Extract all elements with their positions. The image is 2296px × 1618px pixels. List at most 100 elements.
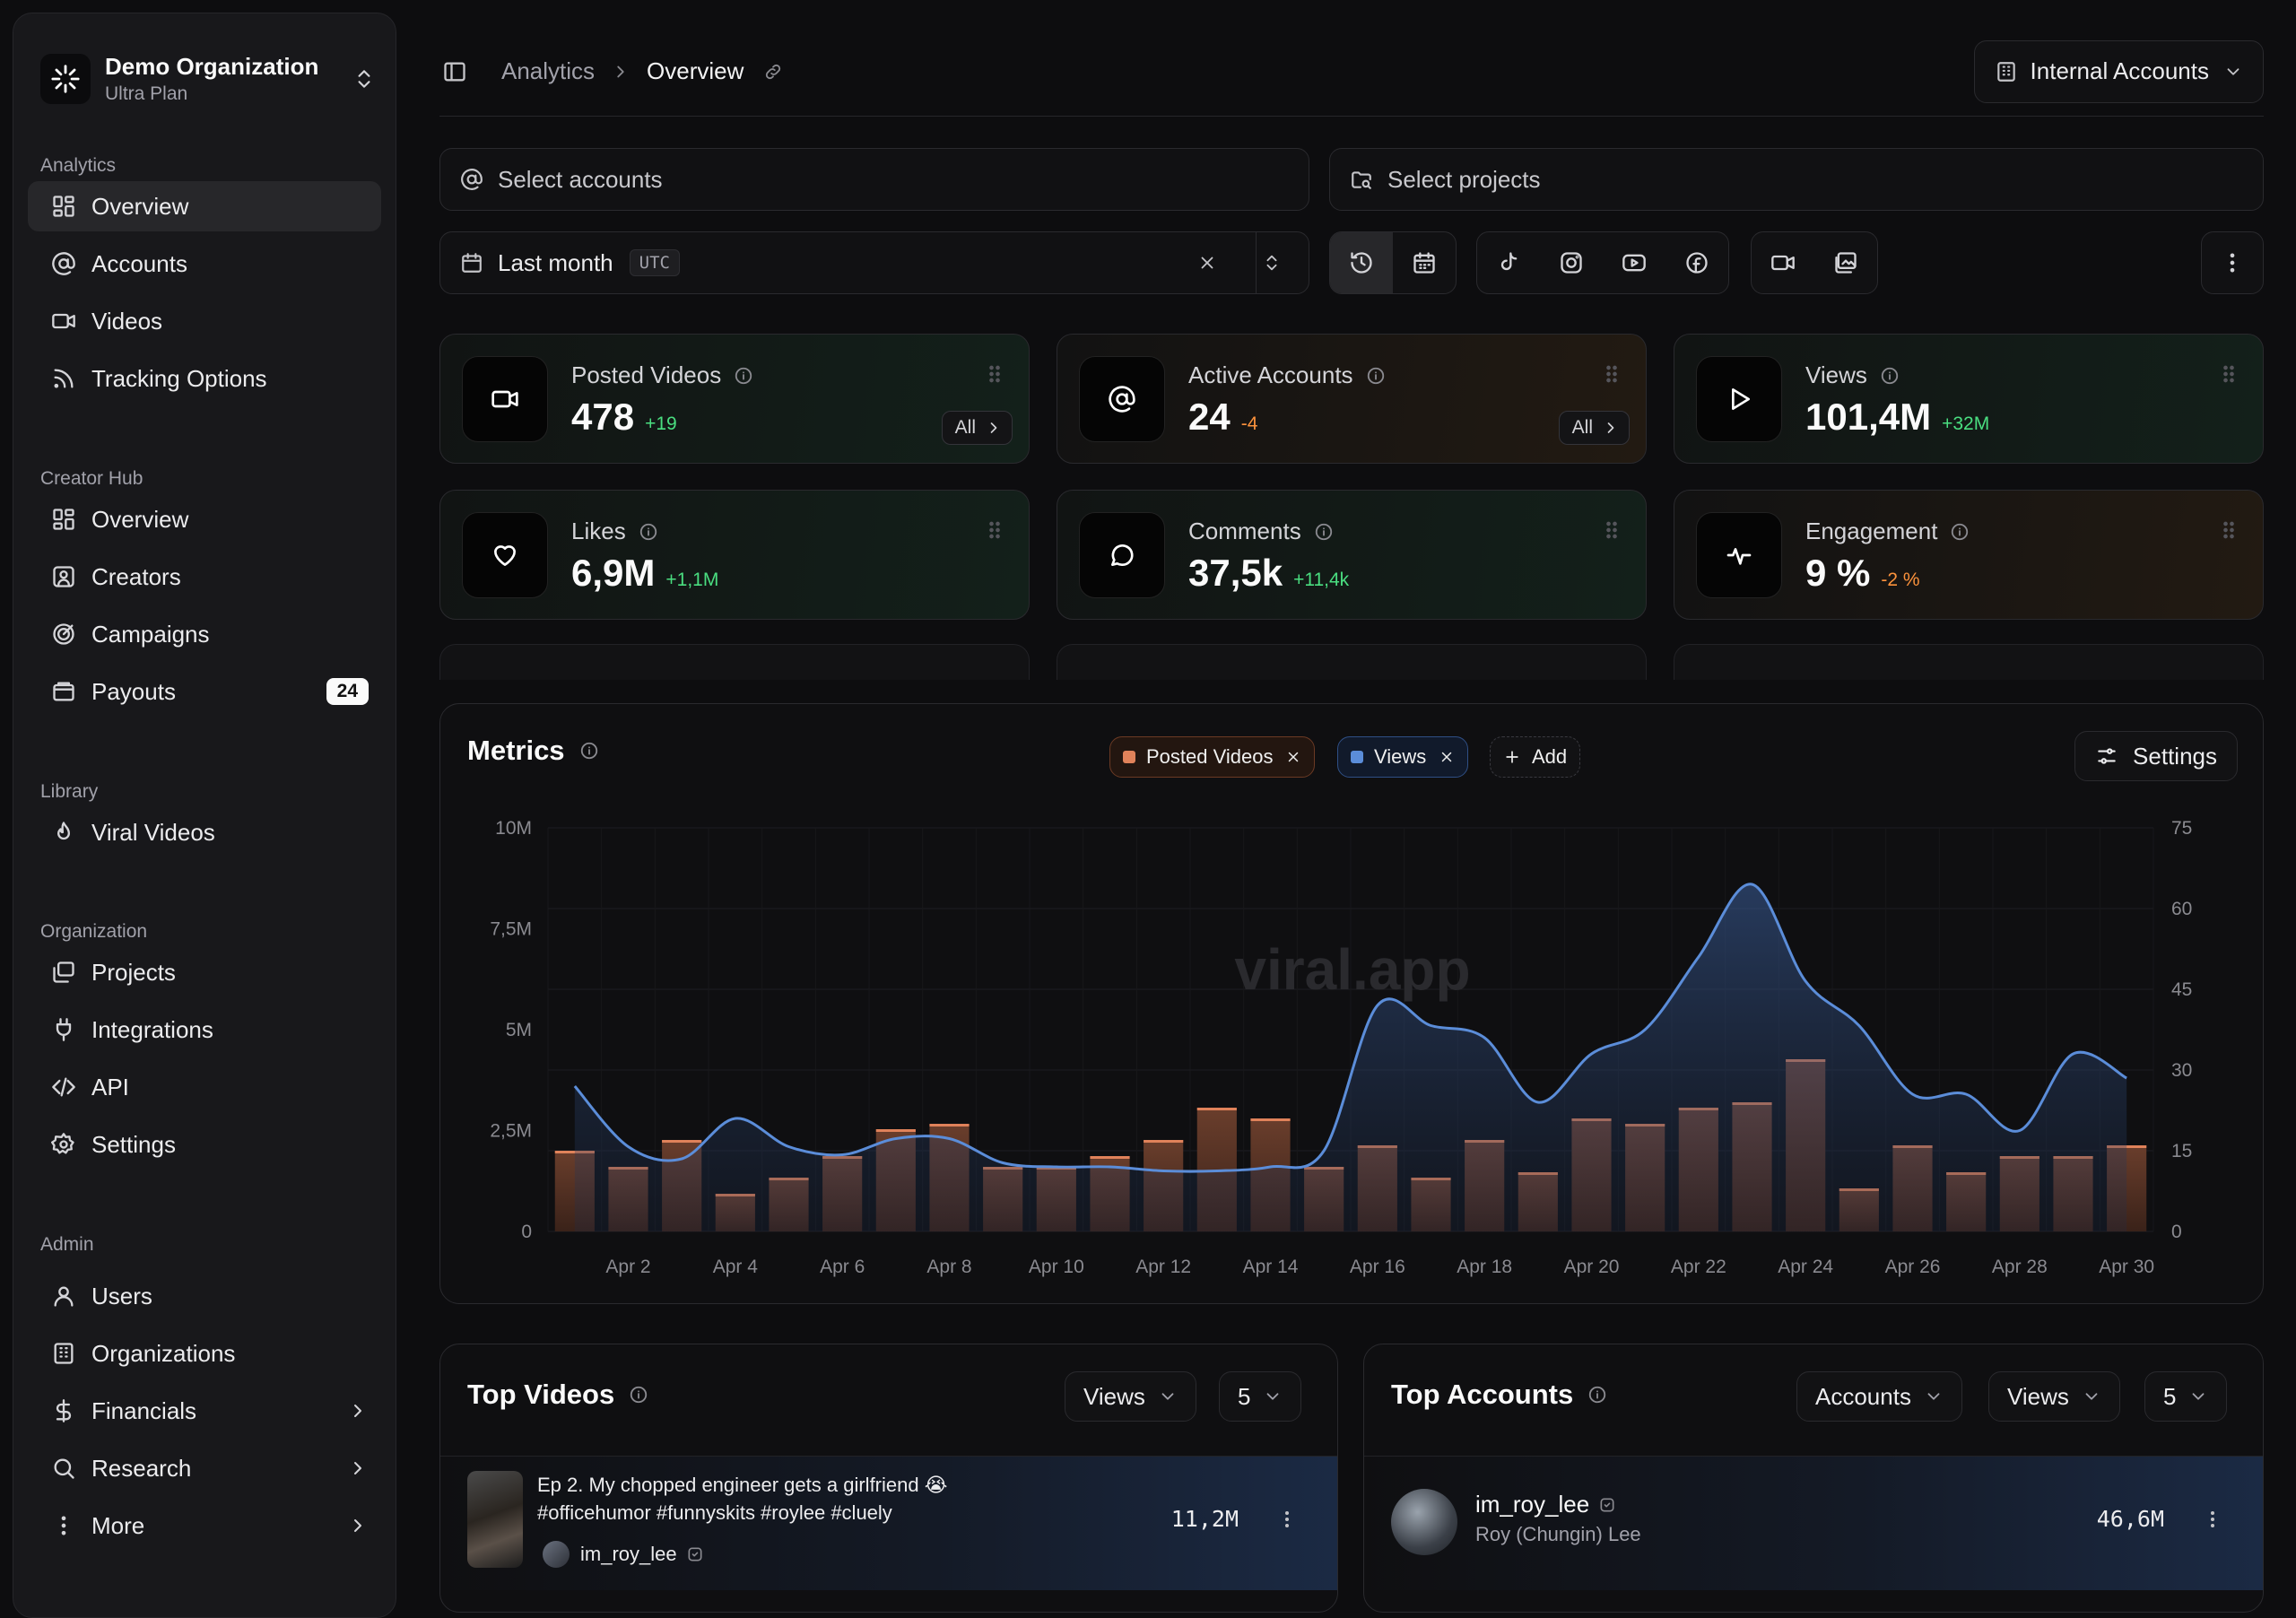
- account-views-value: 46,6M: [2096, 1506, 2164, 1532]
- nav-financials[interactable]: Financials: [28, 1386, 381, 1436]
- chevrons-up-down-icon[interactable]: [1262, 253, 1282, 273]
- nav-research[interactable]: Research: [28, 1443, 381, 1493]
- info-icon[interactable]: [1587, 1385, 1607, 1405]
- top-accounts-count-select[interactable]: 5: [2144, 1371, 2228, 1422]
- info-icon[interactable]: [629, 1385, 648, 1405]
- watermark-text: viral.app: [1234, 937, 1470, 1002]
- facebook-button[interactable]: [1665, 232, 1728, 293]
- section-label-analytics: Analytics: [40, 155, 117, 176]
- nav-projects[interactable]: Projects: [28, 947, 381, 997]
- video-icon: [462, 356, 548, 442]
- info-icon[interactable]: [579, 741, 599, 761]
- table-row[interactable]: Ep 2. My chopped engineer gets a girlfri…: [440, 1456, 1337, 1590]
- view-all-button[interactable]: All: [941, 411, 1013, 445]
- nav-tracking-options[interactable]: Tracking Options: [28, 353, 381, 404]
- more-options-button[interactable]: [2202, 232, 2263, 293]
- stat-delta: +19: [645, 413, 677, 434]
- image-type-button[interactable]: [1814, 232, 1877, 293]
- breadcrumb-analytics[interactable]: Analytics: [501, 57, 596, 84]
- view-all-button[interactable]: All: [1558, 411, 1630, 445]
- top-videos-metric-select[interactable]: Views: [1065, 1371, 1196, 1422]
- select-label: Accounts: [1815, 1382, 1911, 1410]
- chevron-right-icon: [990, 422, 997, 433]
- accounts-select[interactable]: Select accounts: [439, 148, 1309, 211]
- stat-card-engagement[interactable]: Engagement 9 % -2 %: [1674, 490, 2264, 620]
- nav-label: Projects: [91, 958, 176, 986]
- row-menu-icon[interactable]: [2202, 1509, 2223, 1530]
- stat-card-views[interactable]: Views 101,4M +32M: [1674, 334, 2264, 464]
- nav-videos[interactable]: Videos: [28, 296, 381, 346]
- drag-handle-icon[interactable]: [982, 361, 1007, 387]
- drag-handle-icon[interactable]: [2216, 361, 2241, 387]
- projects-select[interactable]: Select projects: [1329, 148, 2264, 211]
- nav-payouts[interactable]: Payouts 24: [28, 666, 381, 717]
- stat-card-comments[interactable]: Comments 37,5k +11,4k: [1057, 490, 1647, 620]
- info-icon[interactable]: [639, 522, 658, 542]
- metric-chip-posted-videos[interactable]: Posted Videos: [1109, 736, 1316, 778]
- drag-handle-icon[interactable]: [1599, 361, 1624, 387]
- metric-chip-views[interactable]: Views: [1337, 736, 1469, 778]
- chevrons-up-down-icon[interactable]: [352, 67, 376, 91]
- nav-users[interactable]: Users: [28, 1271, 381, 1321]
- account-scope-select[interactable]: Internal Accounts: [1973, 39, 2264, 103]
- sidebar-toggle-icon[interactable]: [442, 59, 467, 84]
- link-icon[interactable]: [763, 62, 783, 82]
- stat-delta: -4: [1240, 413, 1258, 434]
- chart-settings-button[interactable]: Settings: [2074, 731, 2238, 781]
- instagram-button[interactable]: [1540, 232, 1603, 293]
- nav-accounts[interactable]: Accounts: [28, 239, 381, 289]
- stat-card-active-accounts[interactable]: Active Accounts 24 -4 All: [1057, 334, 1647, 464]
- history-button[interactable]: [1330, 232, 1393, 293]
- tiktok-button[interactable]: [1477, 232, 1540, 293]
- clear-icon[interactable]: [1197, 253, 1217, 273]
- info-icon[interactable]: [1314, 522, 1334, 542]
- facebook-icon: [1686, 252, 1708, 274]
- info-icon[interactable]: [1366, 366, 1386, 386]
- chevron-right-icon: [354, 1462, 361, 1474]
- nav-campaigns[interactable]: Campaigns: [28, 609, 381, 659]
- info-icon[interactable]: [734, 366, 753, 386]
- comment-icon: [1079, 512, 1165, 598]
- content-type-group: [1751, 231, 1878, 294]
- top-accounts-group-select[interactable]: Accounts: [1796, 1371, 1962, 1422]
- chevron-right-icon: [617, 65, 624, 77]
- drag-handle-icon[interactable]: [982, 518, 1007, 543]
- nav-integrations[interactable]: Integrations: [28, 1005, 381, 1055]
- folders-icon: [53, 961, 74, 983]
- nav-label: Campaigns: [91, 620, 210, 648]
- x-tick: Apr 2: [605, 1257, 650, 1277]
- top-accounts-metric-select[interactable]: Views: [1988, 1371, 2120, 1422]
- org-switcher[interactable]: Demo Organization Ultra Plan: [40, 39, 376, 119]
- close-icon[interactable]: [1285, 749, 1301, 765]
- nav-creators[interactable]: Creators: [28, 552, 381, 602]
- info-icon[interactable]: [1880, 366, 1900, 386]
- nav-viral-videos[interactable]: Viral Videos: [28, 807, 381, 857]
- drag-handle-icon[interactable]: [2216, 518, 2241, 543]
- nav-more[interactable]: More: [28, 1501, 381, 1551]
- video-thumbnail: [467, 1471, 523, 1568]
- y-right-tick: 45: [2171, 979, 2192, 1000]
- nav-label: Accounts: [91, 249, 187, 277]
- stat-card-posted-videos[interactable]: Posted Videos 478 +19 All: [439, 334, 1030, 464]
- video-type-button[interactable]: [1752, 232, 1814, 293]
- table-row[interactable]: im_roy_lee Roy (Chungin) Lee 46,6M: [1364, 1456, 2263, 1590]
- video-title: Ep 2. My chopped engineer gets a girlfri…: [537, 1474, 948, 1524]
- nav-organizations[interactable]: Organizations: [28, 1328, 381, 1379]
- nav-analytics-overview[interactable]: Overview: [28, 181, 381, 231]
- video-icon: [1771, 255, 1795, 271]
- nav-api[interactable]: API: [28, 1062, 381, 1112]
- youtube-button[interactable]: [1603, 232, 1665, 293]
- drag-handle-icon[interactable]: [1599, 518, 1624, 543]
- row-menu-icon[interactable]: [1276, 1509, 1298, 1530]
- stat-delta: +32M: [1942, 413, 1990, 434]
- info-icon[interactable]: [1950, 522, 1970, 542]
- calendar-button[interactable]: [1393, 232, 1456, 293]
- date-range-picker[interactable]: Last month UTC: [439, 231, 1309, 294]
- close-icon[interactable]: [1439, 749, 1455, 765]
- add-metric-button[interactable]: Add: [1490, 736, 1581, 778]
- stat-card-partial: [1674, 644, 2264, 680]
- nav-creator-overview[interactable]: Overview: [28, 494, 381, 544]
- stat-card-likes[interactable]: Likes 6,9M +1,1M: [439, 490, 1030, 620]
- nav-settings[interactable]: Settings: [28, 1119, 381, 1170]
- top-videos-count-select[interactable]: 5: [1219, 1371, 1302, 1422]
